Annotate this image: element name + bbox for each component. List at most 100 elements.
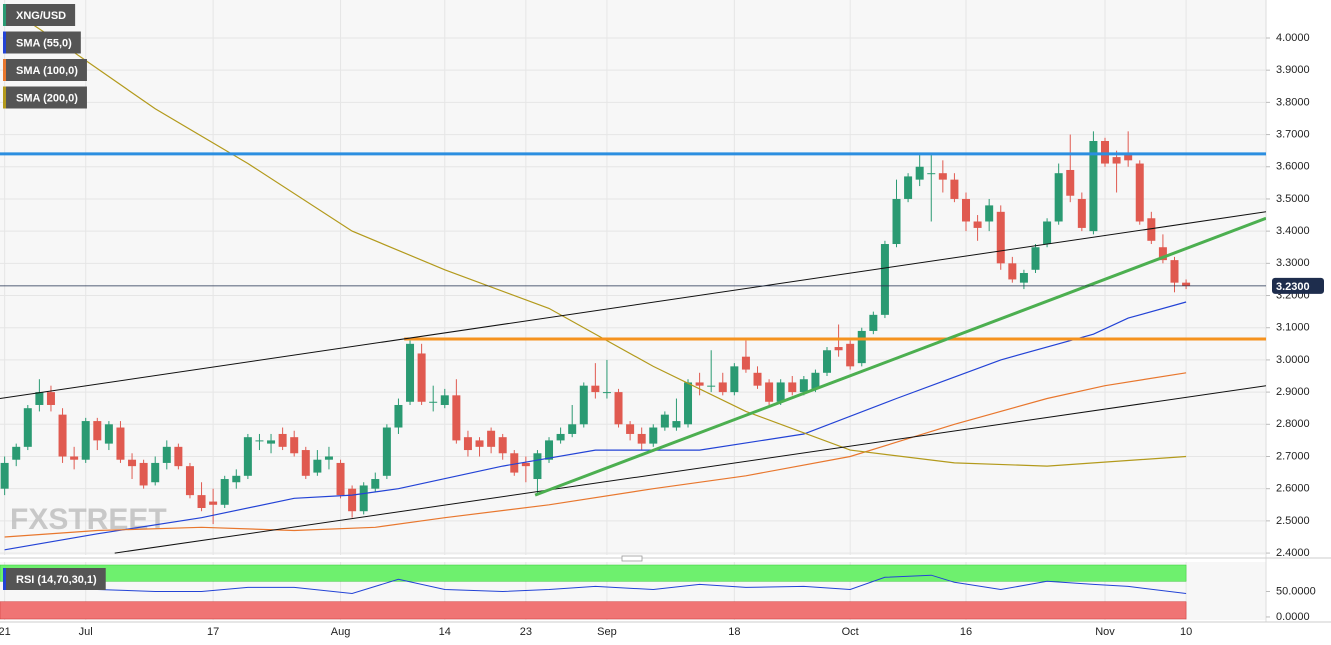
candle-body (162, 446, 171, 463)
candle-body (996, 211, 1005, 264)
candle-body (869, 314, 878, 331)
candle-body (579, 385, 588, 425)
y-tick-label: 3.7000 (1276, 128, 1310, 140)
candle-body (1019, 272, 1028, 283)
y-tick-label: 4.0000 (1276, 32, 1310, 44)
y-tick-label: 3.0000 (1276, 354, 1310, 366)
sma-line (4, 5, 1187, 467)
candle-body (985, 205, 994, 222)
candle-body (857, 330, 866, 364)
candle-body (695, 382, 704, 386)
candle-body (626, 424, 635, 434)
candle-body (255, 440, 264, 442)
x-tick-label: Sep (597, 626, 617, 638)
candle-body (128, 459, 137, 467)
candle-body (0, 462, 9, 489)
resize-handle[interactable] (621, 555, 643, 562)
drawn-line (534, 216, 1266, 497)
legend-box (3, 568, 106, 590)
candle-body (46, 392, 55, 405)
candle-body (915, 166, 924, 180)
candle-body (521, 462, 530, 467)
y-tick-label: 3.4000 (1276, 225, 1310, 237)
x-tick-label: 10 (1180, 626, 1192, 638)
drawn-line (0, 211, 1266, 399)
candle-body (209, 501, 218, 505)
candle-body (880, 244, 889, 315)
candle-body (1158, 247, 1167, 261)
candle-body (730, 366, 739, 393)
y-tick-label: 3.3000 (1276, 257, 1310, 269)
oversold-band (0, 601, 1187, 620)
y-tick-label: 3.5000 (1276, 193, 1310, 205)
candle-body (232, 475, 241, 483)
candle-body (452, 395, 461, 441)
candle-body (429, 401, 438, 403)
legend-swatch (3, 86, 6, 109)
candle-body (301, 450, 310, 476)
candle-body (718, 382, 727, 393)
legend-swatch (3, 4, 6, 26)
candle-body (406, 343, 415, 402)
candle-body (104, 424, 113, 444)
legend-box (3, 4, 76, 26)
candle-body (637, 433, 646, 444)
candle-body (290, 437, 299, 454)
candle-body (753, 372, 762, 386)
legend-label: XNG/USD (16, 10, 66, 22)
candle-body (197, 495, 206, 508)
candle-body (823, 350, 832, 373)
candle-body (950, 179, 959, 199)
candle-body (220, 479, 229, 505)
candle-body (70, 456, 79, 460)
candle-body (660, 414, 669, 428)
drawn-line (114, 385, 1266, 554)
candle-body (568, 424, 577, 434)
candle-body (684, 382, 693, 425)
candle-body (243, 437, 252, 476)
candle-body (707, 385, 716, 387)
candle-body (741, 356, 750, 370)
candle-body (35, 392, 44, 405)
y-tick-label: 50.0000 (1276, 585, 1316, 597)
candle-body (556, 433, 565, 441)
candle-body (348, 488, 357, 512)
candle-body (1066, 169, 1075, 196)
x-tick-label: Jul (79, 626, 93, 638)
candle-body (151, 462, 160, 483)
legend-label: RSI (14,70,30,1) (16, 574, 97, 586)
candle-body (892, 198, 901, 245)
overbought-band (0, 564, 1187, 582)
x-tick-label: 21 (0, 626, 11, 638)
candle-body (313, 459, 322, 473)
candle-body (788, 382, 797, 393)
candle-body (463, 437, 472, 451)
y-tick-label: 2.4000 (1276, 547, 1310, 559)
candle-body (510, 453, 519, 473)
watermark: FXSTREET (10, 503, 167, 536)
sma-line (4, 301, 1187, 551)
candle-body (962, 198, 971, 222)
candle-body (278, 433, 287, 447)
candle-body (1100, 141, 1109, 164)
candle-body (904, 176, 913, 199)
candle-body (591, 385, 600, 393)
candle-body (776, 382, 785, 402)
candle-body (359, 485, 368, 512)
candle-body (938, 173, 947, 180)
legend-box (3, 59, 87, 81)
candle-body (545, 440, 554, 460)
candle-body (1054, 173, 1063, 222)
candle-body (1077, 198, 1086, 228)
candle-body (602, 392, 611, 394)
candle-body (1124, 153, 1133, 161)
legend-label: SMA (100,0) (16, 65, 78, 77)
candle-body (649, 427, 658, 444)
y-tick-label: 2.5000 (1276, 515, 1310, 527)
y-tick-label: 3.9000 (1276, 64, 1310, 76)
y-tick-label: 3.6000 (1276, 161, 1310, 173)
candle-body (336, 462, 345, 496)
candle-body (23, 408, 32, 447)
x-tick-label: 16 (960, 626, 972, 638)
y-tick-label: 2.8000 (1276, 418, 1310, 430)
